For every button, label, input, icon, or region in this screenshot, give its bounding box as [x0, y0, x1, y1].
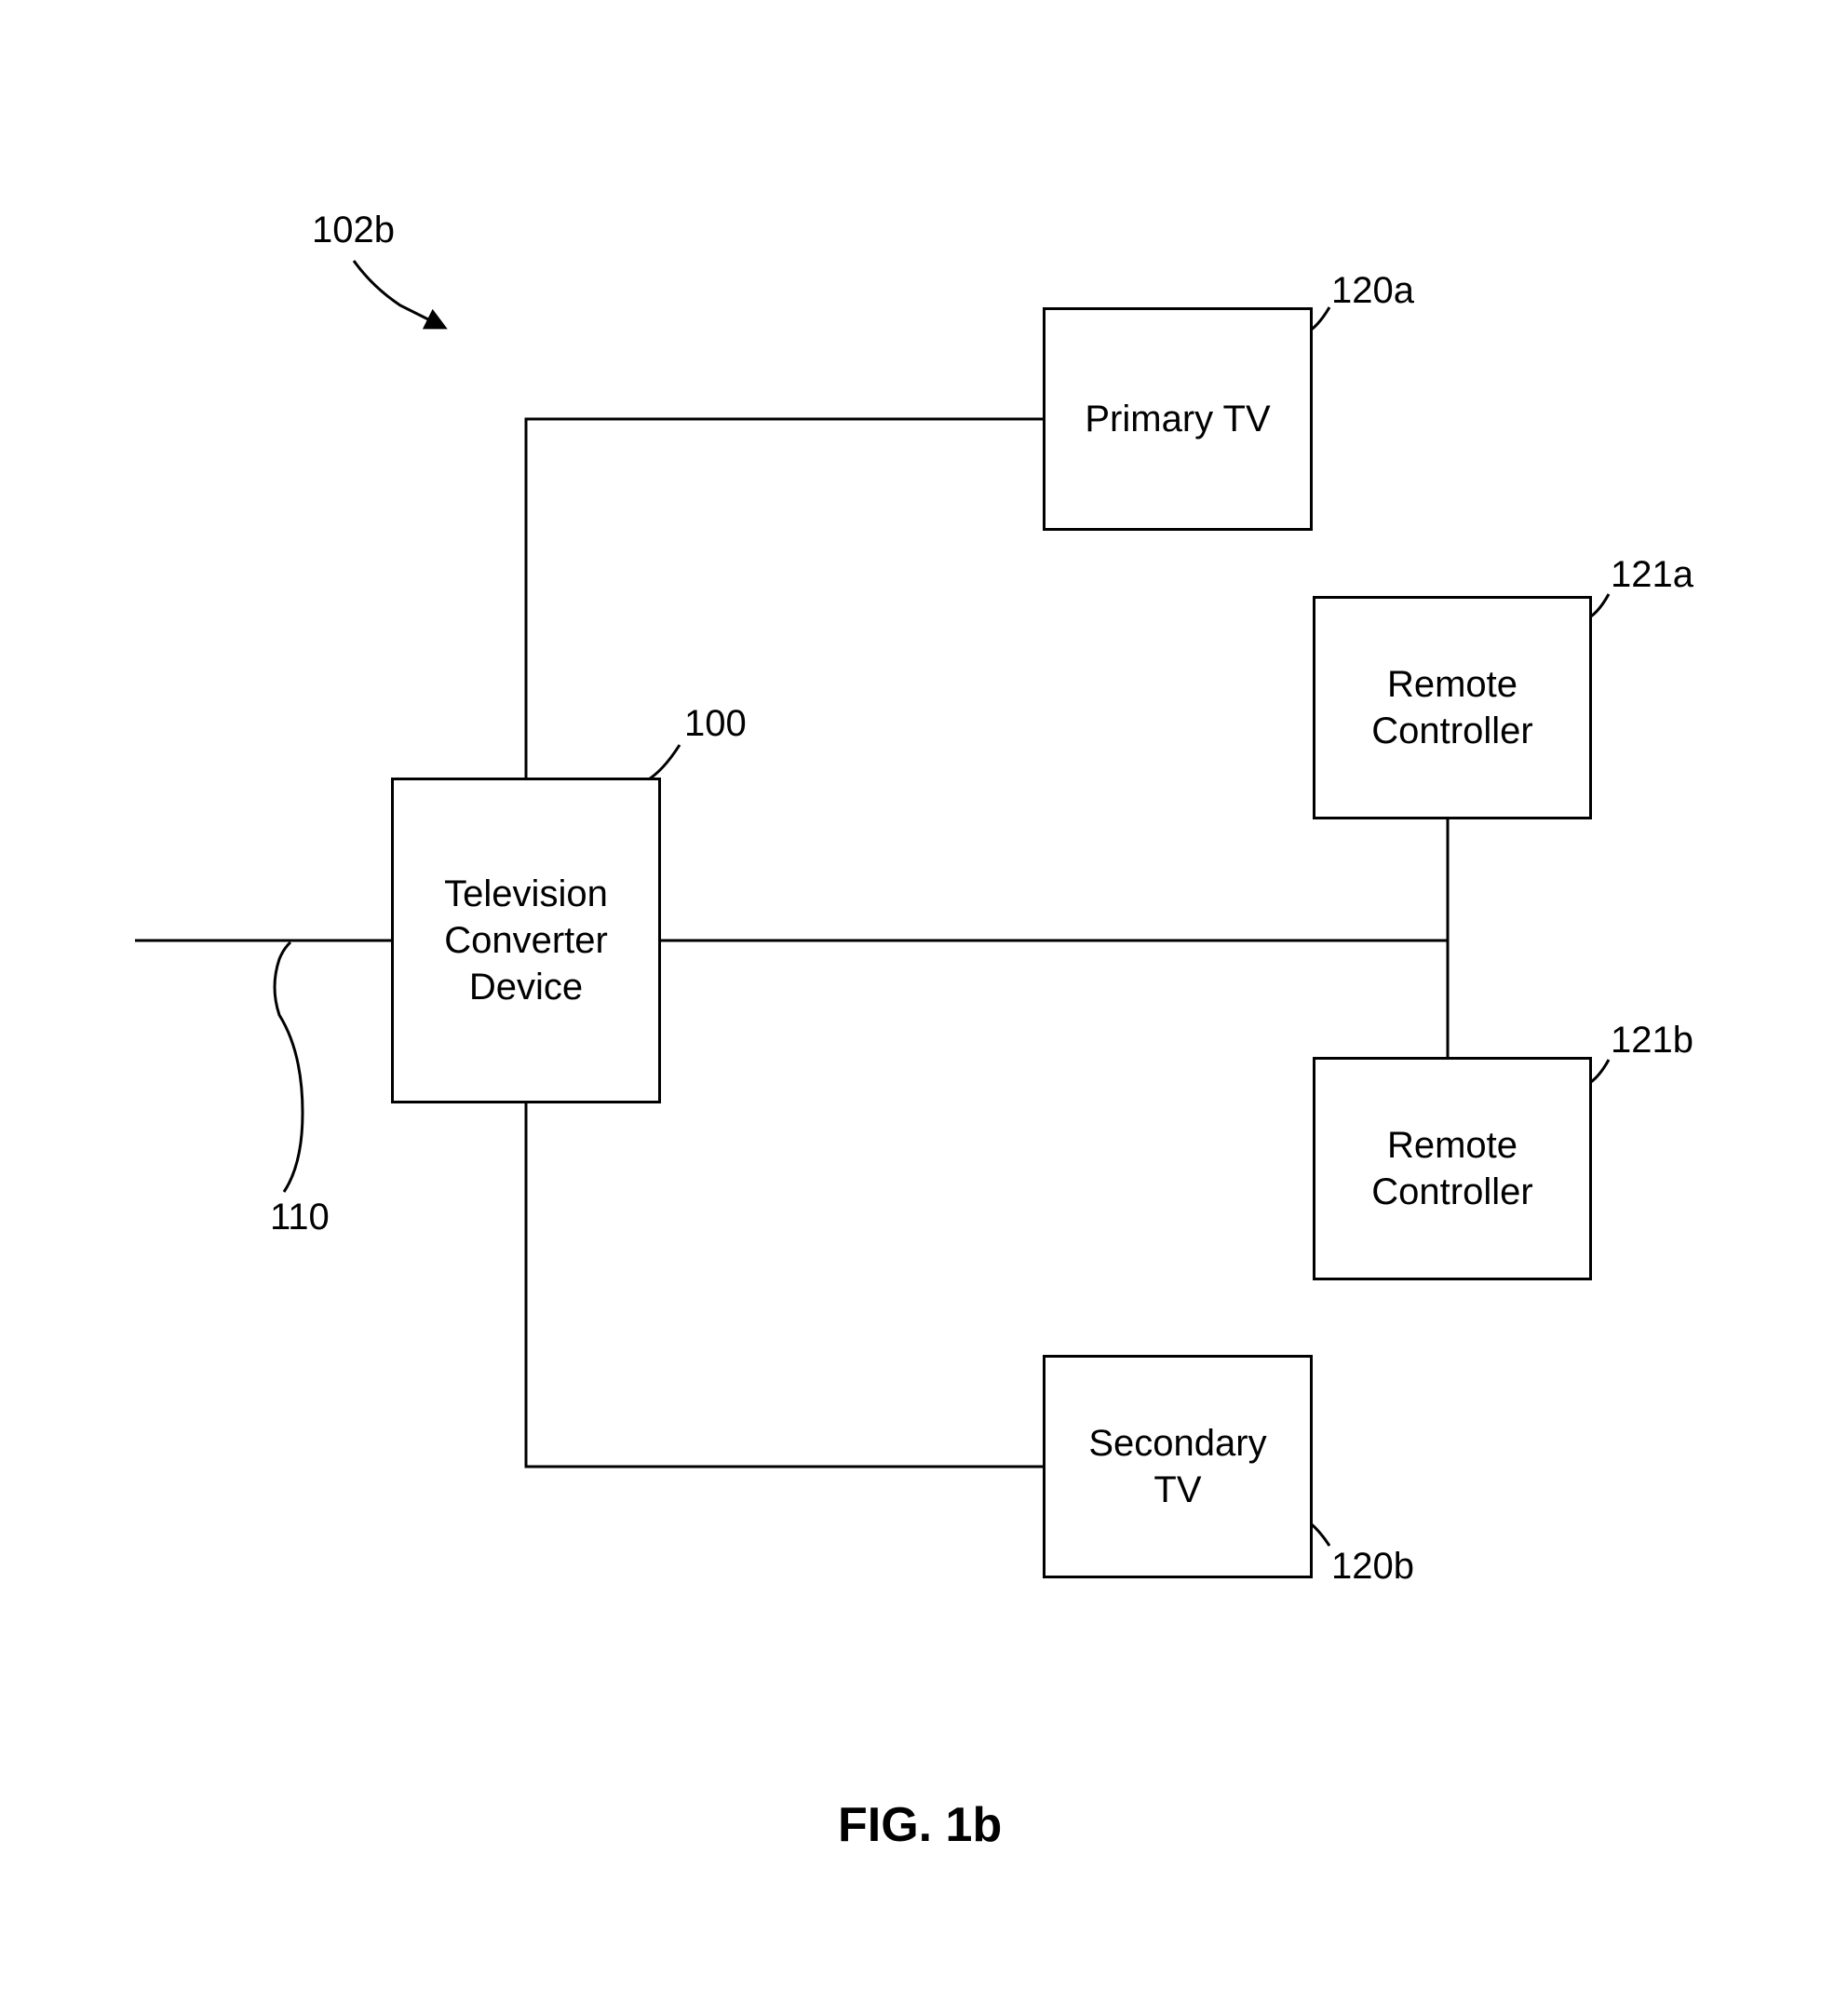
- primary-tv-label: Primary TV: [1085, 396, 1270, 442]
- diagram-canvas: TelevisionConverterDevice Primary TV Sec…: [0, 0, 1848, 1989]
- remote-controller-1-box: RemoteController: [1313, 596, 1592, 819]
- system-ref-label: 102b: [312, 210, 395, 251]
- remote-controller-1-label: RemoteController: [1371, 661, 1532, 754]
- television-converter-device-box: TelevisionConverterDevice: [391, 778, 661, 1103]
- television-converter-device-label: TelevisionConverterDevice: [444, 871, 608, 1010]
- remote2-ref-label: 121b: [1611, 1020, 1693, 1062]
- figure-caption: FIG. 1b: [838, 1797, 1002, 1853]
- secondary-tv-label: SecondaryTV: [1088, 1420, 1266, 1513]
- secondary-tv-box: SecondaryTV: [1043, 1355, 1313, 1578]
- remote-controller-2-box: RemoteController: [1313, 1057, 1592, 1280]
- remote-controller-2-label: RemoteController: [1371, 1122, 1532, 1215]
- connection-lines: [0, 0, 1848, 1989]
- primary-tv-ref-label: 120a: [1331, 270, 1414, 312]
- remote1-ref-label: 121a: [1611, 554, 1693, 596]
- input-ref-label: 110: [270, 1197, 330, 1238]
- converter-ref-label: 100: [684, 703, 747, 745]
- primary-tv-box: Primary TV: [1043, 307, 1313, 531]
- secondary-tv-ref-label: 120b: [1331, 1546, 1414, 1588]
